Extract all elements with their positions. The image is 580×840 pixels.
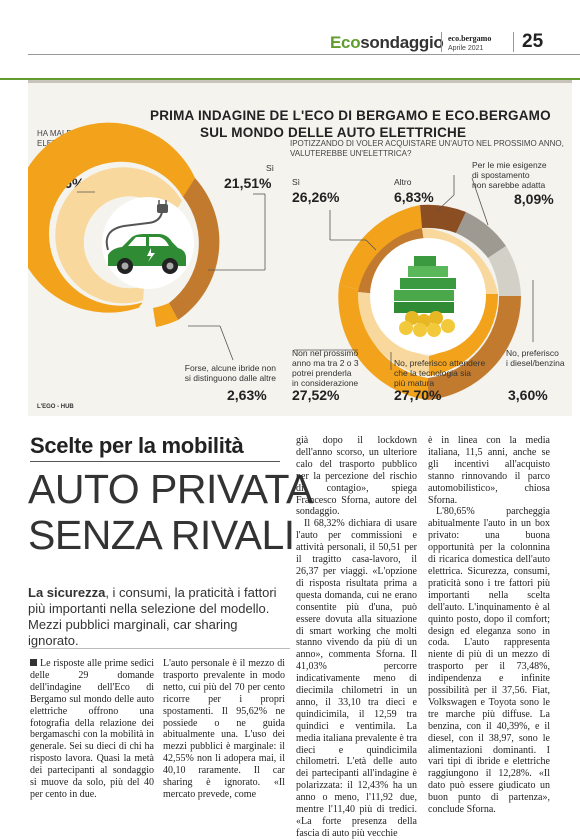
- right-donut-yes: [339, 205, 422, 290]
- left-donut-maybe: [153, 303, 178, 327]
- right-question: IPOTIZZANDO DI VOLER ACQUISTARE UN'AUTO …: [290, 139, 564, 158]
- right-later-label: Non nel prossimo anno ma tra 2 o 3 potrei …: [292, 348, 359, 388]
- electric-car-icon: [105, 200, 186, 274]
- kicker-rule: [30, 461, 280, 462]
- right-other-pct: 6,83%: [394, 189, 434, 205]
- page-header: Ecosondaggio eco.bergamo Aprile 2021 25: [0, 0, 580, 60]
- left-donut-no-inner: [55, 167, 182, 304]
- brand-name: eco.bergamo: [448, 34, 492, 43]
- infographic-subtitle: SUL MONDO DELLE AUTO ELETTRICHE: [200, 125, 467, 140]
- article-column-4: è in linea con la media italiana, 11,5 a…: [428, 435, 550, 816]
- money-stack-icon: [394, 256, 456, 337]
- issue-date: Aprile 2021: [448, 45, 484, 52]
- paragraph-marker: [30, 659, 37, 666]
- left-donut-yes: [169, 178, 220, 320]
- header-divider: [513, 32, 514, 52]
- right-other-label: Altro: [394, 177, 412, 187]
- right-donut-other: [420, 204, 466, 233]
- green-rule: [0, 78, 580, 80]
- infographic-title: PRIMA INDAGINE DE L'ECO DI BERGAMO E ECO…: [150, 108, 551, 123]
- left-yes-pct: 21,51%: [224, 175, 272, 191]
- article-column-1: Le risposte alle prime sedici delle 29 d…: [30, 658, 154, 800]
- header-rule: [28, 54, 580, 55]
- right-donut-chart: [294, 175, 534, 400]
- right-wait-label: No, preferisco attendere che la tecnologi…: [394, 358, 486, 388]
- article-headline-line1: AUTO PRIVATA: [28, 466, 313, 512]
- article-headline-line2: SENZA RIVALI: [28, 512, 295, 558]
- right-diesel-pct: 3,60%: [508, 387, 548, 403]
- article-standfirst: La sicurezza, i consumi, la praticità i …: [28, 585, 277, 648]
- right-donut-unsuited: [456, 212, 506, 258]
- article-kicker: Scelte per la mobilità: [30, 433, 244, 458]
- standfirst-rule: [30, 648, 290, 649]
- left-maybe-pct: 2,63%: [227, 387, 267, 403]
- right-later-pct: 27,52%: [292, 387, 340, 403]
- right-unsuited-label: Per le mie esigenze di spostamento non sar…: [472, 160, 547, 190]
- page-number: 25: [522, 31, 544, 52]
- right-donut-diesel: [488, 246, 521, 296]
- infographic-graphics: [28, 122, 534, 400]
- header-divider: [441, 32, 442, 52]
- right-wait-pct: 27,70%: [394, 387, 442, 403]
- left-donut-no: [28, 122, 195, 313]
- article-column-3: già dopo il lockdown dell'anno scorso, u…: [296, 435, 417, 839]
- infographic-topbar: [28, 80, 572, 83]
- infographic: PRIMA INDAGINE DE L'ECO DI BERGAMO E ECO…: [28, 80, 572, 416]
- right-donut-wait: [428, 296, 522, 400]
- article-column-2: L'auto personale è il mezzo di trasporto…: [163, 658, 285, 800]
- infographic-credit: L'EGO - HUB: [37, 404, 74, 410]
- right-yes-pct: 26,26%: [292, 189, 340, 205]
- right-yes-label: Sì: [292, 177, 301, 187]
- right-unsuited-pct: 8,09%: [514, 191, 554, 207]
- right-diesel-label: No, preferisco i diesel/benzina: [506, 348, 565, 368]
- left-donut-chart: [28, 122, 266, 361]
- section-title: Ecosondaggio: [330, 33, 444, 52]
- left-maybe-label: Forse, alcune ibride non si distinguono d…: [184, 363, 276, 383]
- left-yes-label: Sì: [266, 163, 275, 173]
